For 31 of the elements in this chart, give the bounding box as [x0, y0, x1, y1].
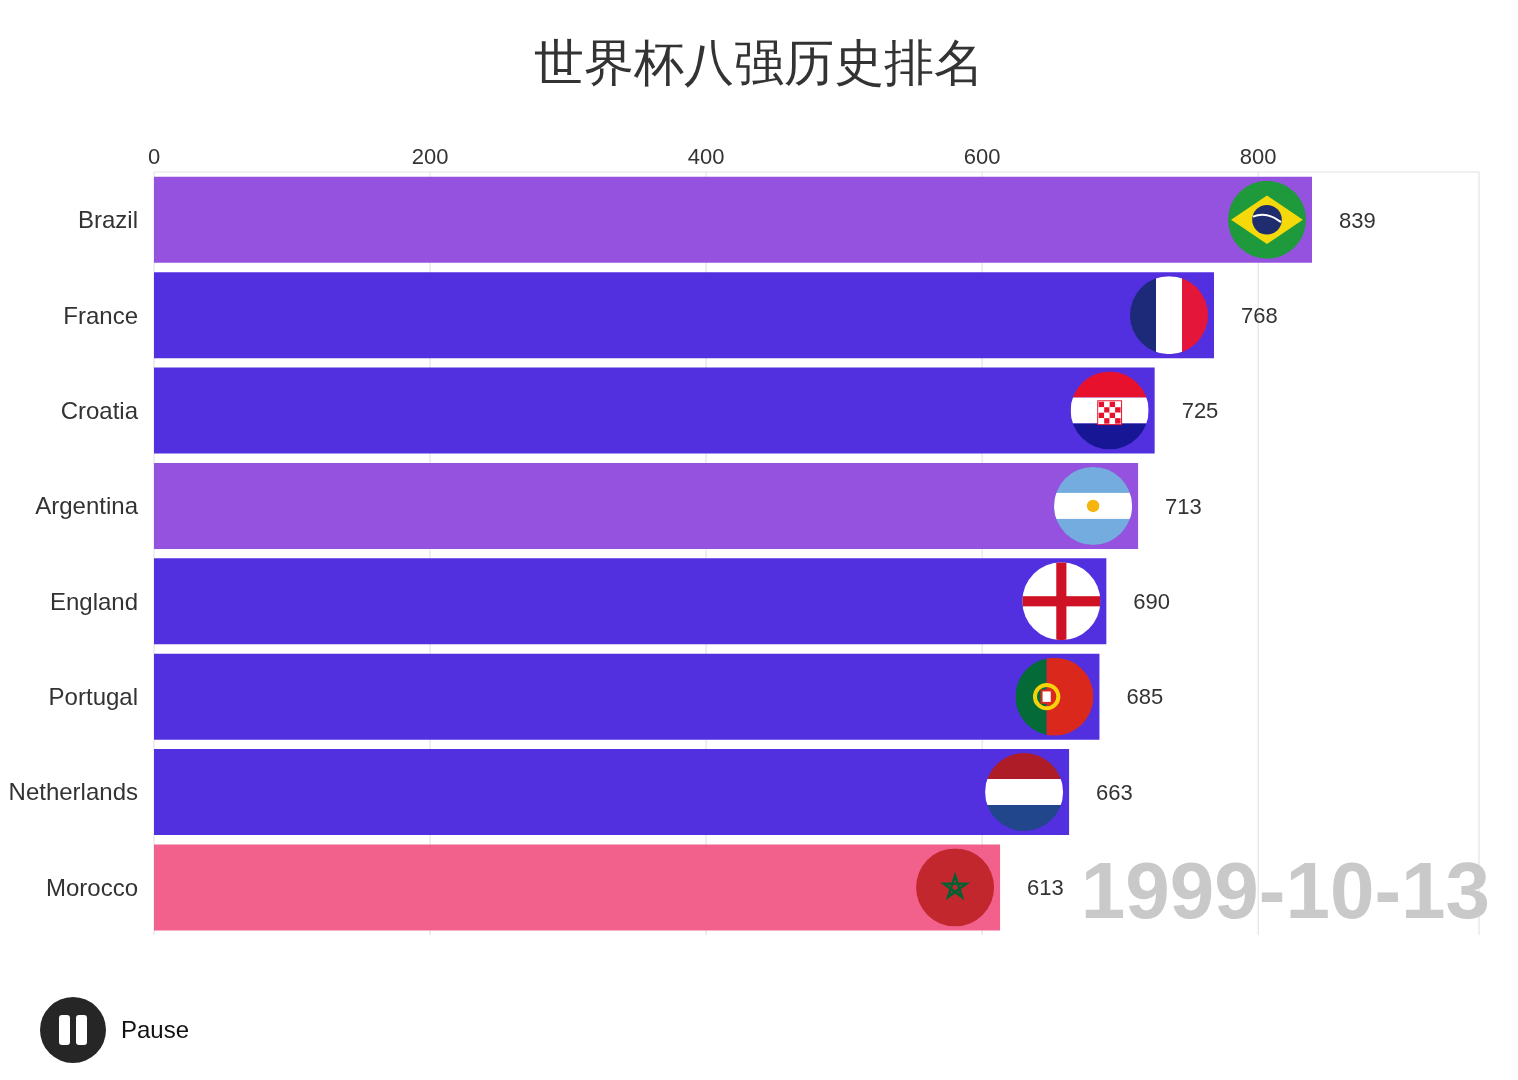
y-tick-label: Brazil [77, 206, 138, 234]
x-tick-label: 600 [963, 144, 1001, 169]
x-tick-label: 200 [411, 144, 449, 169]
x-tick-label: 800 [1239, 144, 1277, 169]
bar [154, 272, 1214, 359]
bar [154, 462, 1139, 549]
data-label: 690 [1133, 589, 1171, 615]
y-tick-label: Croatia [60, 396, 139, 424]
data-label: 725 [1181, 398, 1219, 424]
y-tick-label: Morocco [45, 873, 138, 901]
data-label: 685 [1126, 684, 1164, 710]
y-tick-label: Argentina [35, 492, 139, 520]
bar [154, 558, 1107, 645]
y-tick-label: France [63, 301, 138, 329]
data-label: 613 [1027, 875, 1064, 901]
x-tick-label: 400 [687, 144, 725, 169]
bar [154, 653, 1100, 740]
data-label: 839 [1338, 207, 1376, 233]
bar [154, 367, 1155, 454]
y-tick-label: Netherlands [8, 778, 138, 806]
y-tick-label: Portugal [48, 683, 138, 711]
data-label: 768 [1241, 302, 1278, 328]
y-tick-label: England [49, 587, 138, 615]
data-label: 663 [1096, 779, 1133, 805]
data-label: 713 [1165, 493, 1202, 519]
text: Pause [121, 1016, 190, 1044]
chart-title: 世界杯八强历史排名 [533, 33, 985, 94]
bar [154, 749, 1070, 836]
x-tick-label: 0 [147, 144, 161, 169]
bar [154, 844, 1001, 931]
bar [154, 176, 1312, 263]
